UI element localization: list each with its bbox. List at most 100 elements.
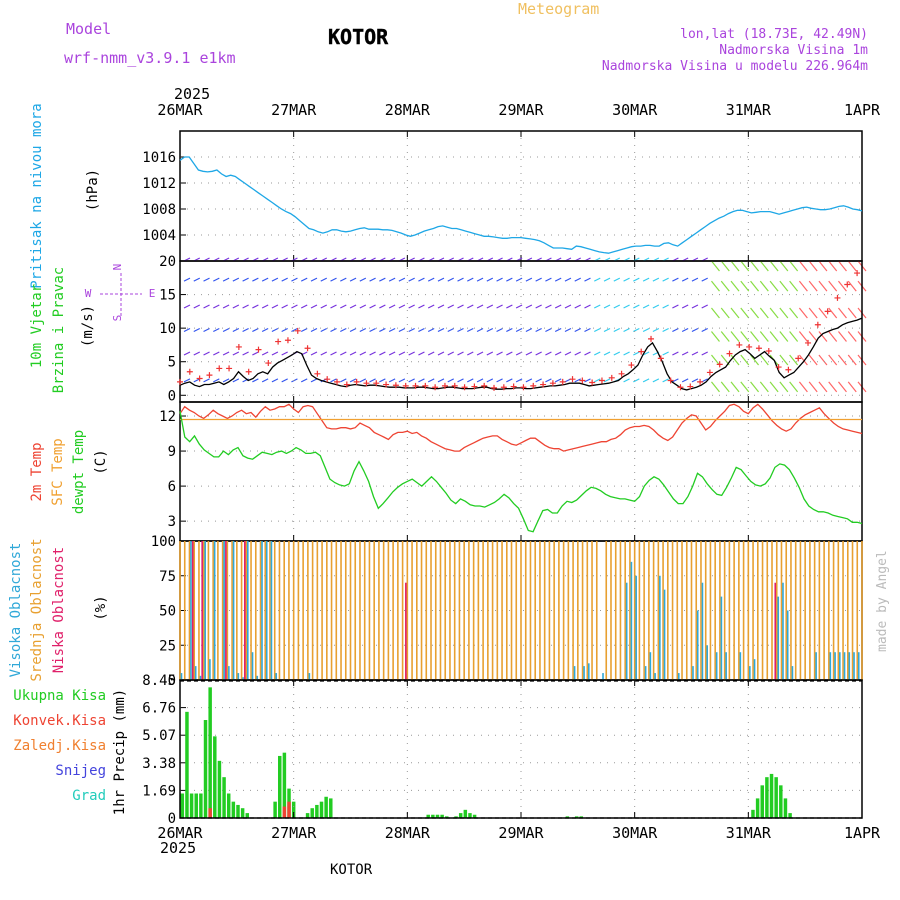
wind-barb — [603, 327, 611, 333]
wind-barb — [261, 327, 269, 333]
wind-barb — [467, 351, 474, 356]
wind-barb — [837, 307, 847, 319]
wind-barb — [340, 277, 347, 282]
wind-barb — [662, 351, 669, 356]
gust-marker — [412, 382, 419, 389]
wind-barb — [506, 351, 513, 356]
wind-barb — [203, 378, 210, 383]
wind-barb — [447, 327, 455, 333]
wind-barb — [623, 327, 630, 333]
wind-barb — [252, 304, 259, 309]
wind-barb — [203, 327, 210, 333]
y-tick-label: 12 — [159, 409, 176, 425]
wind-barb — [593, 327, 601, 333]
wind-barb — [545, 327, 552, 333]
wind-barb — [427, 277, 435, 282]
wind-barb — [291, 378, 298, 383]
wind-barb — [759, 354, 769, 366]
wind-barb — [300, 277, 308, 282]
rain-bar — [468, 813, 472, 818]
gust-marker — [235, 343, 242, 350]
wind-barb — [427, 304, 435, 309]
wind-barb — [779, 307, 789, 319]
wind-barb — [486, 304, 494, 309]
wind-barb — [564, 351, 572, 356]
y-tick-label: 3 — [168, 514, 176, 530]
conv-rain-bar — [208, 808, 212, 818]
rain-bar — [774, 777, 778, 818]
gust-marker — [687, 383, 694, 390]
wind-barb — [242, 351, 249, 356]
wind-barb — [388, 351, 396, 356]
wind-barb — [447, 277, 455, 282]
wind-barb — [564, 277, 572, 282]
rain-bar — [282, 752, 287, 818]
wind-barb — [584, 304, 591, 309]
gust-marker — [334, 378, 341, 385]
wind-barb — [379, 351, 386, 356]
wind-barb — [525, 304, 533, 309]
wind-barb — [662, 327, 669, 333]
gust-marker — [461, 384, 468, 391]
wind-barb — [271, 304, 279, 309]
gust-marker — [206, 372, 213, 379]
wind-barb — [593, 351, 601, 356]
rain-bar — [751, 809, 755, 818]
wind-barb — [467, 327, 474, 333]
wind-barb — [554, 304, 562, 309]
wind-barb — [525, 378, 533, 383]
wind-barb — [271, 327, 279, 333]
wind-barb — [213, 304, 220, 309]
rain-bar — [765, 777, 769, 818]
gust-marker — [314, 370, 321, 377]
wind-barb — [837, 280, 847, 292]
conv-rain-bar — [282, 806, 287, 818]
rain-bar — [203, 720, 208, 818]
wind-barb — [486, 351, 494, 356]
wind-barb — [613, 327, 621, 333]
ylabel-wind: 10m Vjetar — [29, 284, 45, 368]
wind-barb — [769, 307, 779, 319]
gust-marker — [736, 341, 743, 348]
gust-marker — [549, 380, 556, 387]
wind-barb — [300, 327, 308, 333]
wind-barb — [828, 331, 838, 342]
wind-barb — [222, 304, 230, 309]
wind-barb — [213, 277, 220, 282]
gust-marker — [451, 382, 458, 389]
wind-barb — [759, 307, 769, 319]
rain-bar — [315, 804, 319, 818]
wind-barb — [750, 354, 760, 366]
wind-barb — [740, 354, 750, 366]
gust-marker — [667, 377, 674, 384]
wind-barb — [681, 304, 689, 309]
wind-barb — [720, 331, 730, 342]
wind-barb — [828, 307, 838, 319]
wind-barb — [554, 351, 562, 356]
wind-barb — [408, 277, 415, 282]
wind-barb — [798, 331, 808, 342]
wind-barb — [642, 327, 650, 333]
wind-barb — [759, 260, 769, 272]
gust-marker — [343, 381, 350, 388]
rain-bar — [454, 816, 458, 818]
rain-bar — [273, 801, 277, 818]
wind-barb — [574, 277, 581, 282]
wind-barb — [291, 277, 298, 282]
wind-barb — [310, 304, 318, 309]
rain-bar — [226, 793, 231, 818]
precip-legend-item: Ukupna Kisa — [13, 688, 106, 704]
gust-marker — [765, 347, 772, 354]
wind-barb — [427, 351, 435, 356]
wind-barb — [593, 304, 601, 309]
wind-barb — [369, 351, 376, 356]
x-tick-top: 29MAR — [498, 101, 544, 119]
rain-bar — [189, 793, 194, 818]
rain-bar — [245, 813, 250, 818]
wind-barb — [506, 378, 513, 383]
wind-barb — [476, 304, 484, 309]
wind-barb — [281, 304, 288, 309]
precip-panel: 0 1.69 3.38 5.07 6.76 8.45 — [142, 673, 863, 827]
wind-barb — [476, 351, 484, 356]
ylabel-wind-unit: (m/s) — [80, 305, 96, 347]
